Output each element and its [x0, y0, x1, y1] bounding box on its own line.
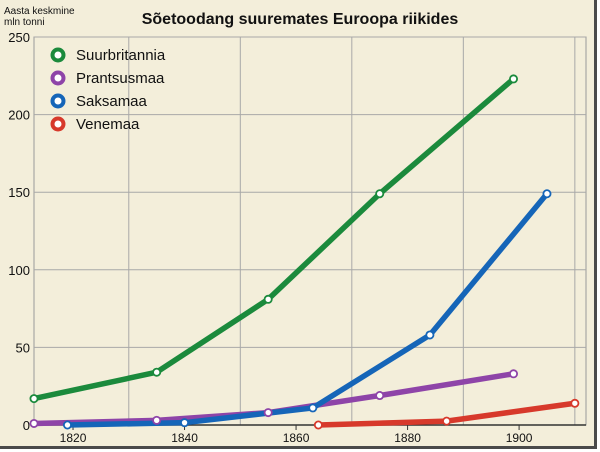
series-lines [29, 74, 580, 430]
data-point-prantsusmaa [263, 408, 273, 418]
y-tick-label: 150 [8, 185, 30, 200]
data-point-saksamaa [180, 418, 190, 428]
legend-marker-suurbritannia [50, 47, 66, 63]
y-axis-label-line1: Aasta keskmine [4, 6, 75, 17]
y-tick-label: 0 [23, 418, 30, 433]
data-point-suurbritannia [263, 294, 273, 304]
y-tick-label: 200 [8, 108, 30, 123]
data-point-suurbritannia [375, 189, 385, 199]
legend-marker-venemaa [50, 116, 66, 132]
data-point-saksamaa [542, 189, 552, 199]
data-point-prantsusmaa [29, 418, 39, 428]
y-tick-label: 100 [8, 263, 30, 278]
data-point-suurbritannia [29, 394, 39, 404]
y-tick-label: 250 [8, 30, 30, 45]
data-point-saksamaa [425, 330, 435, 340]
data-point-saksamaa [62, 420, 72, 430]
data-point-venemaa [570, 398, 580, 408]
x-tick-label: 1860 [283, 431, 310, 445]
coal-production-chart: 0 50 100 150 200 250 1820 1840 1860 1880 1900 Suur… [4, 6, 587, 445]
data-point-suurbritannia [509, 74, 519, 84]
legend-marker-saksamaa [50, 93, 66, 109]
x-tick-label: 1900 [506, 431, 533, 445]
legend-label-saksamaa: Saksamaa [76, 93, 148, 110]
data-point-venemaa [442, 416, 452, 426]
data-point-venemaa [313, 420, 323, 430]
chart-title: Sõetoodang suuremates Euroopa riikides [142, 11, 459, 28]
data-point-prantsusmaa [509, 369, 519, 379]
x-tick-label: 1820 [60, 431, 87, 445]
legend-label-suurbritannia: Suurbritannia [76, 47, 166, 64]
legend-marker-prantsusmaa [50, 70, 66, 86]
x-tick-label: 1840 [171, 431, 198, 445]
y-tick-label: 50 [16, 340, 30, 355]
legend-label-prantsusmaa: Prantsusmaa [76, 70, 165, 87]
data-point-saksamaa [308, 403, 318, 413]
data-point-prantsusmaa [375, 391, 385, 401]
series-line-saksamaa [64, 191, 550, 428]
x-tick-label: 1880 [394, 431, 421, 445]
data-point-prantsusmaa [152, 415, 162, 425]
y-axis-label-line2: mln tonni [4, 17, 45, 28]
data-point-suurbritannia [152, 367, 162, 377]
legend: Suurbritannia Prantsusmaa Saksamaa Venemaa [50, 47, 166, 133]
legend-label-venemaa: Venemaa [76, 116, 140, 133]
